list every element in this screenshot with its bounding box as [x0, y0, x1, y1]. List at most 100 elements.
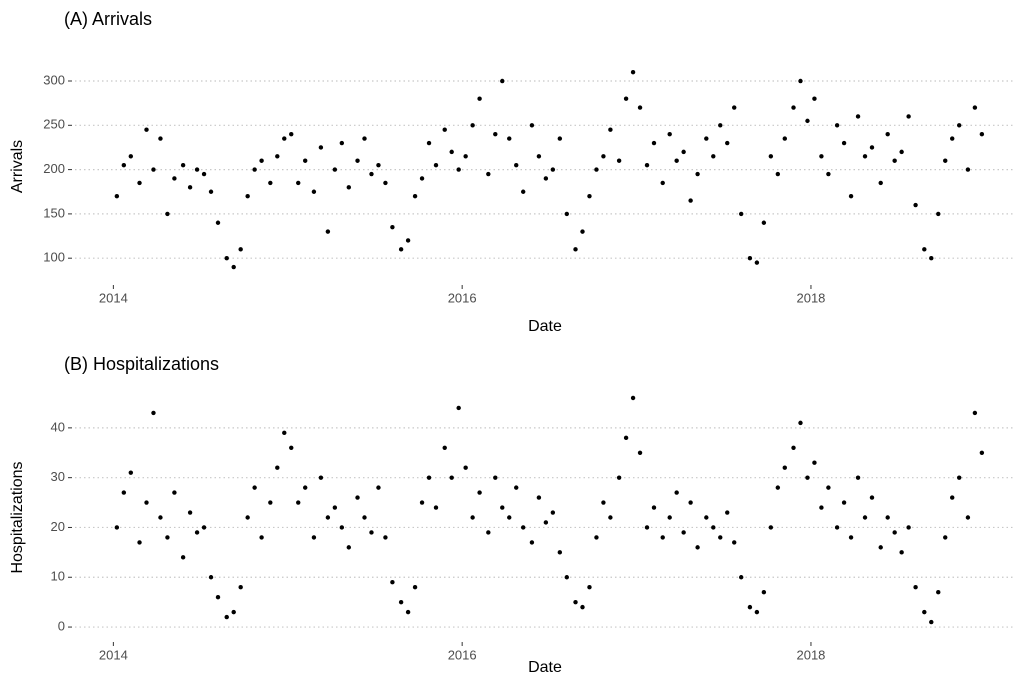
data-point [180, 555, 186, 560]
data-point [231, 609, 236, 615]
data-point [718, 123, 723, 128]
data-point [137, 540, 142, 545]
data-point [922, 609, 927, 615]
data-point [282, 136, 287, 141]
data-point [493, 475, 498, 480]
data-point [906, 525, 911, 530]
data-point [376, 485, 381, 490]
data-point [339, 525, 345, 530]
data-point [543, 520, 549, 525]
data-point [463, 465, 468, 470]
data-point [834, 525, 840, 530]
data-point [601, 500, 606, 505]
data-point [500, 78, 505, 84]
y-tick-label: 0 [58, 618, 65, 633]
data-point [791, 105, 796, 110]
data-point [442, 127, 447, 132]
data-point [704, 515, 709, 520]
data-point [782, 465, 787, 470]
data-point [637, 105, 643, 110]
data-point [224, 255, 229, 261]
data-point [550, 510, 556, 515]
data-point [449, 475, 454, 480]
data-point [732, 105, 737, 110]
data-point [775, 485, 781, 490]
data-point [841, 500, 847, 505]
data-point [224, 614, 229, 620]
x-tick-label: 2018 [796, 290, 825, 305]
data-point [187, 510, 193, 515]
data-point [950, 136, 955, 141]
data-point [536, 154, 542, 159]
data-point [128, 154, 134, 159]
data-point [979, 131, 985, 137]
data-point [667, 131, 672, 137]
x-tick-label: 2014 [99, 290, 128, 305]
data-point [899, 550, 904, 555]
data-point [208, 575, 214, 580]
data-point [477, 96, 482, 101]
data-point [486, 171, 491, 177]
data-point [172, 176, 177, 181]
data-point [275, 154, 280, 159]
data-point [718, 535, 723, 540]
x-tick-label: 2014 [99, 647, 128, 662]
y-tick-label: 100 [43, 250, 65, 265]
data-point [819, 505, 824, 510]
chart-title: (B) Hospitalizations [64, 354, 219, 374]
data-point [231, 264, 236, 270]
y-tick-label: 10 [51, 569, 65, 584]
chart-title: (A) Arrivals [64, 9, 152, 29]
data-point [862, 154, 868, 159]
data-point [158, 515, 163, 520]
data-point [268, 180, 273, 186]
data-point [929, 619, 934, 625]
data-point [500, 505, 505, 510]
data-point [201, 525, 207, 530]
data-point [325, 229, 331, 234]
data-point [630, 395, 636, 401]
data-point [608, 127, 613, 132]
data-point [929, 255, 934, 261]
data-point [311, 189, 317, 194]
data-point [275, 465, 280, 470]
data-point [194, 530, 200, 535]
data-point [956, 475, 962, 480]
data-point [885, 515, 890, 520]
data-point [158, 136, 163, 141]
x-tick-label: 2018 [796, 647, 825, 662]
data-point [695, 171, 700, 177]
data-point [943, 535, 948, 540]
data-point [805, 118, 810, 124]
data-point [754, 260, 760, 265]
data-point [215, 220, 221, 225]
data-point [405, 609, 411, 615]
data-point [346, 185, 352, 190]
data-point [529, 540, 535, 545]
data-point [878, 180, 883, 186]
data-point [761, 220, 767, 225]
data-point [630, 69, 636, 75]
data-point [550, 167, 556, 172]
data-point [419, 176, 425, 181]
data-point [651, 505, 657, 510]
y-tick-label: 40 [51, 419, 65, 434]
data-point [798, 420, 803, 426]
data-point [493, 131, 498, 137]
data-point [463, 154, 468, 159]
data-point [623, 435, 629, 441]
data-point [165, 535, 170, 540]
data-point [376, 162, 381, 168]
data-point [238, 247, 243, 252]
data-point [580, 229, 585, 234]
data-point [114, 525, 120, 530]
data-point [616, 158, 622, 163]
data-point [805, 475, 810, 480]
data-point [369, 530, 374, 535]
data-point [268, 500, 273, 505]
data-point [412, 585, 418, 590]
data-point [412, 193, 418, 199]
data-point [521, 189, 526, 194]
data-point [956, 123, 962, 128]
